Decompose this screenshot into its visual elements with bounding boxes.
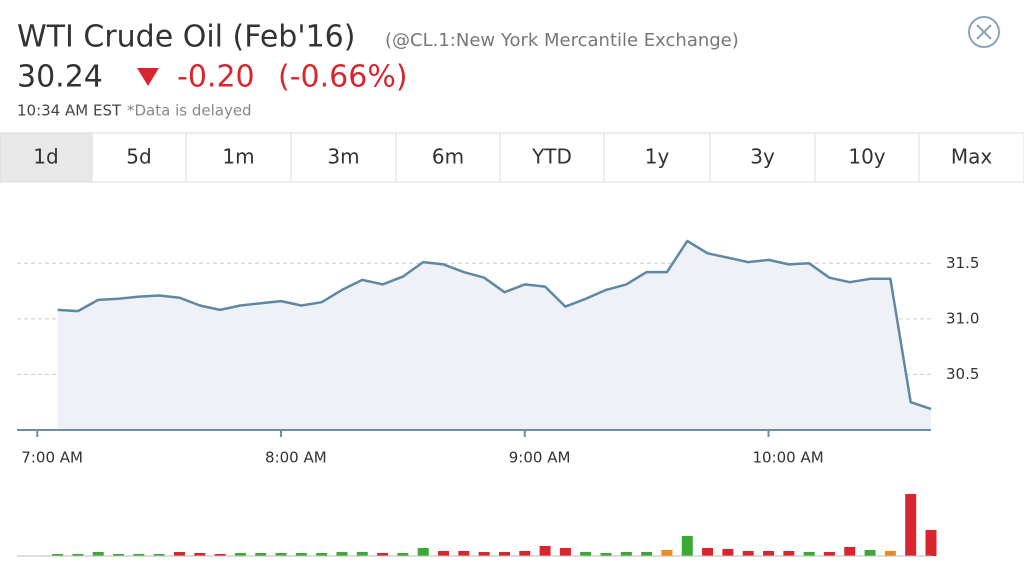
tab-bg bbox=[185, 132, 292, 183]
price: 30.24 bbox=[17, 60, 103, 95]
volume-bar bbox=[864, 550, 876, 556]
volume-bar bbox=[661, 550, 673, 556]
tab-bg bbox=[395, 132, 501, 183]
tab[interactable]: 3m bbox=[290, 132, 397, 183]
volume-bar bbox=[620, 552, 632, 556]
tab-label: YTD bbox=[531, 145, 572, 169]
volume-bar bbox=[377, 553, 389, 556]
y-tick-label: 30.5 bbox=[946, 365, 979, 383]
tab-label: 1y bbox=[645, 145, 670, 169]
volume-bar bbox=[336, 552, 348, 556]
tab-bg bbox=[918, 132, 1024, 183]
tab-label: 3m bbox=[327, 145, 359, 169]
exchange: (@CL.1:New York Mercantile Exchange) bbox=[385, 30, 739, 51]
x-tick-label: 7:00 AM bbox=[21, 449, 83, 467]
volume-bar bbox=[194, 553, 206, 556]
volume-bar bbox=[681, 536, 693, 556]
volume-bar bbox=[417, 548, 429, 556]
change: -0.20 bbox=[177, 60, 255, 95]
tab[interactable]: 1m bbox=[185, 132, 292, 183]
volume-bar bbox=[925, 530, 937, 556]
volume-bar bbox=[580, 552, 592, 556]
volume-bar bbox=[905, 494, 917, 556]
volume-bar bbox=[641, 552, 653, 556]
volume-bar bbox=[295, 553, 307, 556]
volume-bar bbox=[844, 547, 856, 556]
area-fill bbox=[57, 241, 932, 430]
volume-bar bbox=[397, 553, 409, 556]
change-percent: (-0.66%) bbox=[278, 60, 408, 95]
volume-bar bbox=[803, 552, 815, 556]
tab-bg bbox=[709, 132, 816, 183]
volume-bar bbox=[438, 551, 450, 556]
y-tick-label: 31.0 bbox=[946, 309, 979, 327]
volume-bar bbox=[702, 548, 714, 556]
tab-label: 3y bbox=[750, 145, 775, 169]
tab-label: 5d bbox=[126, 145, 151, 169]
volume-bar bbox=[559, 548, 571, 556]
delay-note: *Data is delayed bbox=[127, 102, 252, 120]
time: 10:34 AM EST bbox=[17, 102, 122, 120]
volume-bar bbox=[783, 551, 795, 556]
volume-bar bbox=[763, 551, 775, 556]
volume-bar bbox=[72, 554, 84, 556]
tab[interactable]: 1d bbox=[0, 132, 93, 183]
volume-bar bbox=[234, 553, 246, 556]
tab[interactable]: 1y bbox=[603, 132, 711, 183]
volume-bar bbox=[539, 546, 551, 556]
volume-bar bbox=[92, 552, 104, 556]
title: WTI Crude Oil (Feb'16) bbox=[17, 20, 355, 55]
volume-bar bbox=[356, 552, 368, 556]
tab-label: Max bbox=[951, 145, 993, 169]
volume-bar bbox=[316, 553, 328, 556]
tab[interactable]: YTD bbox=[499, 132, 605, 183]
tab-bg bbox=[290, 132, 397, 183]
tab[interactable]: 5d bbox=[91, 132, 187, 183]
tab-bg bbox=[603, 132, 711, 183]
tab-label: 1d bbox=[33, 145, 58, 169]
volume-bar bbox=[153, 554, 165, 556]
volume-bar bbox=[113, 554, 125, 556]
volume-bar bbox=[519, 551, 531, 556]
down-arrow bbox=[137, 68, 159, 86]
volume-bar bbox=[600, 553, 612, 556]
tab-bg bbox=[0, 132, 93, 183]
volume-bar bbox=[823, 552, 835, 556]
x-tick-label: 10:00 AM bbox=[753, 449, 824, 467]
volume-bar bbox=[255, 553, 267, 556]
close-button[interactable] bbox=[968, 16, 1000, 48]
volume-bar bbox=[214, 554, 226, 556]
volume-bar bbox=[884, 551, 896, 556]
tab-label: 1m bbox=[222, 145, 254, 169]
volume-bar bbox=[275, 553, 287, 556]
tab-label: 10y bbox=[848, 145, 885, 169]
tab[interactable]: Max bbox=[918, 132, 1024, 183]
x-tick-label: 8:00 AM bbox=[265, 449, 327, 467]
tab[interactable]: 6m bbox=[395, 132, 501, 183]
volume-bar bbox=[133, 554, 145, 556]
volume-bar bbox=[498, 552, 510, 556]
volume-bar bbox=[742, 551, 754, 556]
volume-bar bbox=[722, 549, 734, 556]
tab-bg bbox=[814, 132, 920, 183]
tab[interactable]: 3y bbox=[709, 132, 816, 183]
tab-bg bbox=[499, 132, 605, 183]
x-tick-label: 9:00 AM bbox=[509, 449, 571, 467]
volume-bar bbox=[52, 554, 64, 556]
y-tick-label: 31.5 bbox=[946, 254, 979, 272]
volume-bar bbox=[478, 552, 490, 556]
tab-label: 6m bbox=[432, 145, 464, 169]
price-line bbox=[57, 239, 932, 411]
volume-bar bbox=[173, 552, 185, 556]
volume-bar bbox=[458, 551, 470, 556]
tab[interactable]: 10y bbox=[814, 132, 920, 183]
